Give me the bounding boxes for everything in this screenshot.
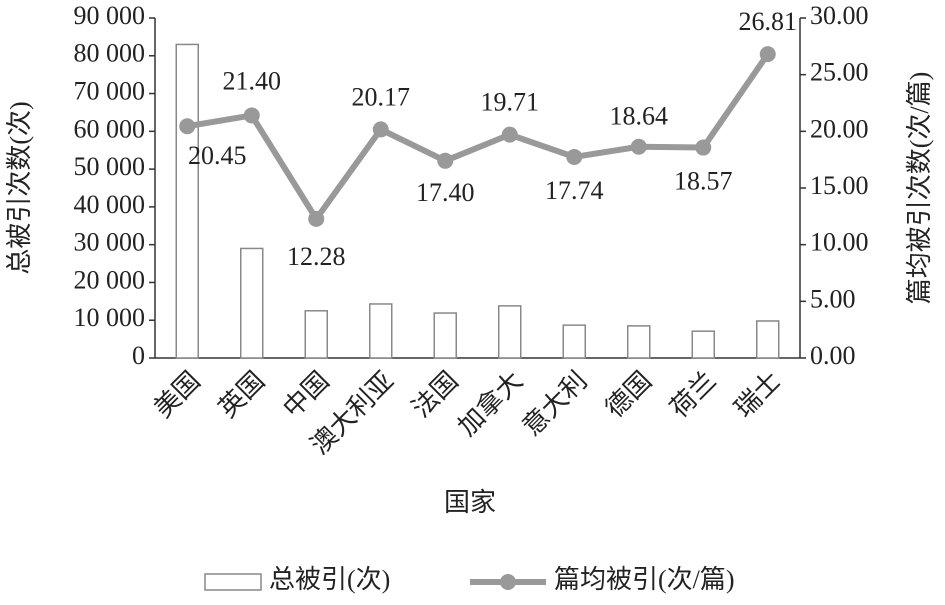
bar — [304, 310, 328, 359]
bar — [562, 324, 586, 359]
line-marker — [695, 139, 712, 156]
y-tick-label: 0 — [132, 341, 145, 370]
line-marker — [308, 210, 325, 227]
x-tick-label: 意大利 — [517, 366, 593, 442]
bar — [691, 330, 715, 359]
data-label: 19.71 — [481, 88, 540, 117]
x-tick-label: 中国 — [277, 366, 334, 423]
line-marker — [372, 121, 389, 138]
x-tick-label: 美国 — [148, 366, 205, 423]
y-tick-label: 90 000 — [74, 1, 146, 30]
y2-tick-label: 0.00 — [810, 341, 856, 370]
data-label: 20.45 — [188, 141, 247, 170]
bar — [240, 247, 264, 359]
y2-tick-label: 30.00 — [810, 1, 869, 30]
data-label: 12.28 — [287, 242, 346, 271]
y-tick-label: 80 000 — [74, 39, 146, 68]
y-tick-label: 50 000 — [74, 152, 146, 181]
x-tick-label: 瑞士 — [729, 366, 786, 423]
data-label: 18.64 — [610, 102, 669, 131]
y-tick-label: 70 000 — [74, 77, 146, 106]
bar — [433, 312, 457, 359]
line-marker — [179, 118, 196, 135]
data-label: 26.81 — [739, 7, 798, 36]
data-label: 18.57 — [674, 167, 733, 196]
y2-axis-label: 篇均被引次数(次/篇) — [905, 72, 934, 305]
line — [186, 52, 771, 222]
legend-swatch — [204, 573, 262, 591]
y-tick-label: 20 000 — [74, 265, 146, 294]
y2-tick-label: 25.00 — [810, 58, 869, 87]
x-tick-label: 德国 — [600, 366, 657, 423]
x-tick-label: 荷兰 — [664, 366, 721, 423]
data-label: 21.40 — [223, 66, 282, 95]
data-label: 17.40 — [416, 178, 475, 207]
y-tick-label: 10 000 — [74, 303, 146, 332]
data-label: 17.74 — [545, 176, 604, 205]
y-axis-label: 总被引次数(次) — [5, 101, 34, 274]
line-marker — [437, 152, 454, 169]
y2-tick-label: 20.00 — [810, 114, 869, 143]
bar — [175, 43, 199, 359]
y-tick-label: 40 000 — [74, 190, 146, 219]
bar — [498, 305, 522, 359]
line-marker — [630, 138, 647, 155]
y2-tick-label: 15.00 — [810, 171, 869, 200]
data-label: 20.17 — [352, 82, 411, 111]
y2-tick-label: 5.00 — [810, 284, 856, 313]
y-tick-label: 30 000 — [74, 228, 146, 257]
y2-tick-label: 10.00 — [810, 228, 869, 257]
line-marker — [759, 46, 776, 63]
line-marker — [243, 107, 260, 124]
line-marker — [566, 148, 583, 165]
x-axis-label: 国家 — [444, 488, 496, 517]
x-tick-label: 英国 — [213, 366, 270, 423]
bar — [756, 320, 780, 359]
x-tick-label: 加拿大 — [453, 366, 529, 442]
legend-label: 篇均被引(次/篇) — [554, 565, 735, 594]
legend-swatch — [500, 574, 516, 590]
x-tick-label: 法国 — [406, 366, 463, 423]
y-tick-label: 60 000 — [74, 114, 146, 143]
bar — [627, 325, 651, 359]
bar — [369, 303, 393, 359]
legend-label: 总被引(次) — [269, 565, 390, 594]
line-marker — [501, 126, 518, 143]
